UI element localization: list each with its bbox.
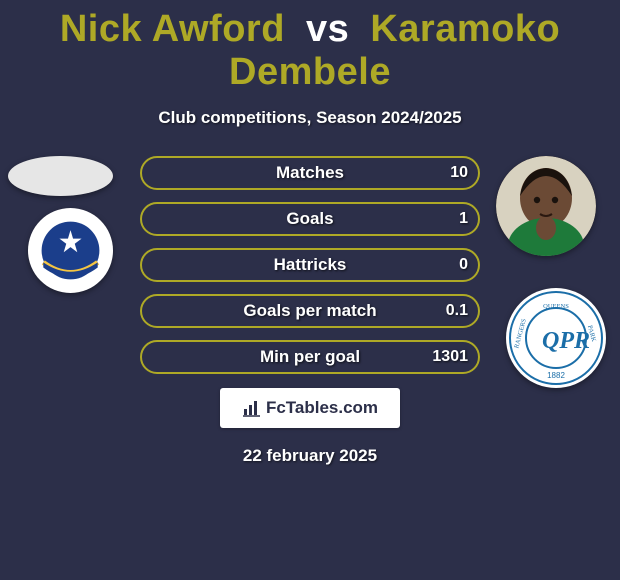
- stat-bar-value-p2: 1301: [432, 342, 468, 372]
- svg-text:QUEENS: QUEENS: [543, 303, 569, 310]
- player2-avatar: [496, 156, 596, 256]
- stat-bar-label: Hattricks: [142, 250, 478, 280]
- player1-club-crest: [28, 208, 113, 293]
- stat-bar-label: Goals: [142, 204, 478, 234]
- stat-bar: Hattricks0: [140, 248, 480, 282]
- stat-bar-value-p2: 1: [459, 204, 468, 234]
- player2-club-crest: QPR 1882 QUEENS PARK RANGERS: [506, 288, 606, 388]
- stat-bar-value-p2: 0.1: [446, 296, 468, 326]
- qpr-year: 1882: [547, 371, 565, 380]
- stat-bar: Goals1: [140, 202, 480, 236]
- comparison-title: Nick Awford vs Karamoko Dembele: [0, 0, 620, 94]
- svg-text:QPR: QPR: [542, 328, 590, 354]
- stat-bar-value-p2: 0: [459, 250, 468, 280]
- bar-chart-icon: [242, 398, 262, 418]
- stat-bar-label: Matches: [142, 158, 478, 188]
- subtitle: Club competitions, Season 2024/2025: [0, 108, 620, 128]
- stat-bar: Goals per match0.1: [140, 294, 480, 328]
- player1-avatar: [8, 156, 113, 196]
- comparison-stage: QPR 1882 QUEENS PARK RANGERS Matches10Go…: [0, 146, 620, 506]
- stat-bar: Matches10: [140, 156, 480, 190]
- stat-bars: Matches10Goals1Hattricks0Goals per match…: [140, 156, 480, 386]
- player2-face-icon: [496, 156, 596, 256]
- stat-bar-value-p2: 10: [450, 158, 468, 188]
- title-player1: Nick Awford: [60, 8, 285, 50]
- stat-bar-label: Min per goal: [142, 342, 478, 372]
- stat-bar: Min per goal1301: [140, 340, 480, 374]
- title-vs: vs: [306, 8, 349, 50]
- portsmouth-crest-icon: [28, 208, 113, 293]
- stat-bar-label: Goals per match: [142, 296, 478, 326]
- date-label: 22 february 2025: [0, 446, 620, 466]
- brand-badge: FcTables.com: [220, 388, 400, 428]
- qpr-crest-icon: QPR 1882 QUEENS PARK RANGERS: [506, 288, 606, 388]
- brand-text: FcTables.com: [266, 398, 378, 418]
